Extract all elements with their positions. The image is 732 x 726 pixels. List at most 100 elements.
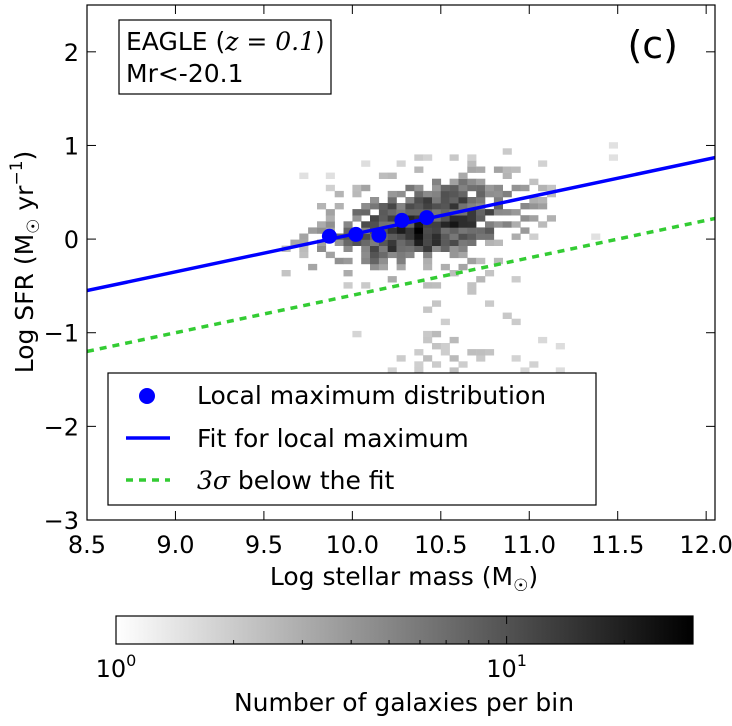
heatmap-cell	[396, 233, 406, 240]
heatmap-cell	[352, 330, 362, 338]
heatmap-cell	[361, 160, 371, 167]
heatmap-cell	[334, 190, 344, 198]
heatmap-cell	[317, 203, 327, 210]
local-max-point	[394, 212, 410, 228]
heatmap-cell	[378, 239, 388, 246]
heatmap-cell	[378, 203, 388, 210]
heatmap-cell	[370, 245, 380, 252]
heatmap-cell	[520, 215, 530, 222]
heatmap-cell	[449, 215, 459, 222]
heatmap-cell	[476, 215, 486, 222]
heatmap-cell	[396, 239, 406, 246]
heatmap-cell	[493, 203, 503, 210]
heatmap-cell	[299, 245, 309, 252]
local-max-point	[321, 228, 337, 244]
heatmap-cell	[529, 197, 539, 204]
y-axis-label: Log SFR (M☉ yr−1)	[7, 151, 44, 374]
heatmap-cell	[370, 197, 380, 204]
heatmap-cell	[325, 251, 335, 259]
heatmap-cell	[467, 154, 477, 161]
heatmap-cell	[370, 263, 380, 271]
heatmap-cell	[485, 239, 495, 246]
heatmap-cell	[405, 227, 415, 234]
heatmap-cell	[485, 300, 495, 307]
y-axis-ticks: −3 −2 −1 0 1 2	[44, 39, 715, 535]
heatmap-cell	[608, 154, 618, 161]
heatmap-cell	[361, 233, 371, 240]
heatmap-cell	[378, 215, 388, 222]
heatmap-cell	[378, 245, 388, 252]
colorbar-ticks: 100 101	[96, 616, 694, 683]
heatmap-cell	[467, 209, 477, 216]
heatmap-cell	[423, 239, 433, 246]
heatmap-cell	[334, 203, 344, 210]
heatmap-cell	[458, 233, 468, 240]
annotation-box: EAGLE (z = 0.1) Mr<-20.1	[118, 19, 332, 95]
heatmap-cell	[476, 190, 486, 198]
heatmap-cell	[493, 197, 503, 204]
heatmap-cell	[538, 197, 548, 204]
heatmap-cell	[423, 233, 433, 240]
heatmap-cell	[405, 184, 415, 192]
heatmap-cell	[529, 361, 539, 368]
heatmap-cell	[387, 172, 397, 179]
heatmap-cell	[370, 251, 380, 259]
heatmap-cell	[308, 227, 318, 234]
annotation-line2: Mr<-20.1	[126, 59, 243, 88]
legend-marker-local-max	[139, 388, 155, 404]
heatmap-cell	[502, 172, 512, 179]
heatmap-cell	[423, 245, 433, 252]
heatmap-cell	[361, 221, 371, 228]
heatmap-cell	[343, 221, 353, 228]
heatmap-cell	[432, 203, 442, 210]
heatmap-cell	[396, 160, 406, 167]
colorbar-tick-label: 101	[486, 651, 527, 683]
heatmap-cell	[396, 257, 406, 265]
y-tick-label: 0	[64, 226, 79, 254]
heatmap-cell	[467, 239, 477, 246]
heatmap-cell	[502, 221, 512, 228]
colorbar-tick-label: 100	[96, 651, 137, 683]
heatmap-cell	[485, 349, 495, 356]
heatmap-cell	[538, 336, 548, 344]
y-tick-label: −3	[44, 507, 79, 535]
heatmap-cell	[458, 239, 468, 246]
heatmap-cell	[387, 190, 397, 198]
x-axis-ticks: 8.5 9.0 9.5 10.0 10.5 11.0 11.5 12.0	[68, 5, 732, 559]
heatmap-cell	[396, 203, 406, 210]
heatmap-cell	[440, 209, 450, 216]
x-tick-label: 9.0	[156, 531, 194, 559]
heatmap-cell	[405, 251, 415, 259]
x-tick-label: 8.5	[68, 531, 106, 559]
heatmap-cell	[343, 282, 353, 289]
heatmap-cell	[467, 160, 477, 167]
heatmap-cell	[396, 245, 406, 252]
heatmap-cell	[378, 257, 388, 265]
heatmap-cell	[485, 221, 495, 228]
heatmap-cell	[502, 148, 512, 155]
heatmap-cell	[414, 349, 424, 356]
heatmap-cell	[440, 221, 450, 228]
heatmap-cell	[476, 178, 486, 186]
heatmap-cell	[387, 227, 397, 234]
heatmap-cell	[396, 227, 406, 234]
heatmap-cell	[378, 251, 388, 259]
heatmap-cell	[458, 190, 468, 198]
heatmap-cell	[485, 227, 495, 234]
heatmap-cell	[440, 203, 450, 210]
heatmap-cell	[432, 197, 442, 204]
colorbar: 100 101 Number of galaxies per bin	[96, 615, 694, 717]
heatmap-cell	[414, 209, 424, 216]
heatmap-cell	[555, 343, 565, 350]
heatmap-cell	[608, 142, 618, 149]
heatmap-cell	[476, 197, 486, 204]
heatmap-cell	[432, 209, 442, 216]
heatmap-cell	[449, 270, 459, 277]
heatmap-cell	[414, 245, 424, 252]
heatmap-cell	[352, 209, 362, 216]
heatmap-cell	[299, 251, 309, 259]
heatmap-cell	[387, 245, 397, 252]
heatmap-cell	[317, 239, 327, 246]
heatmap-cell	[387, 209, 397, 216]
